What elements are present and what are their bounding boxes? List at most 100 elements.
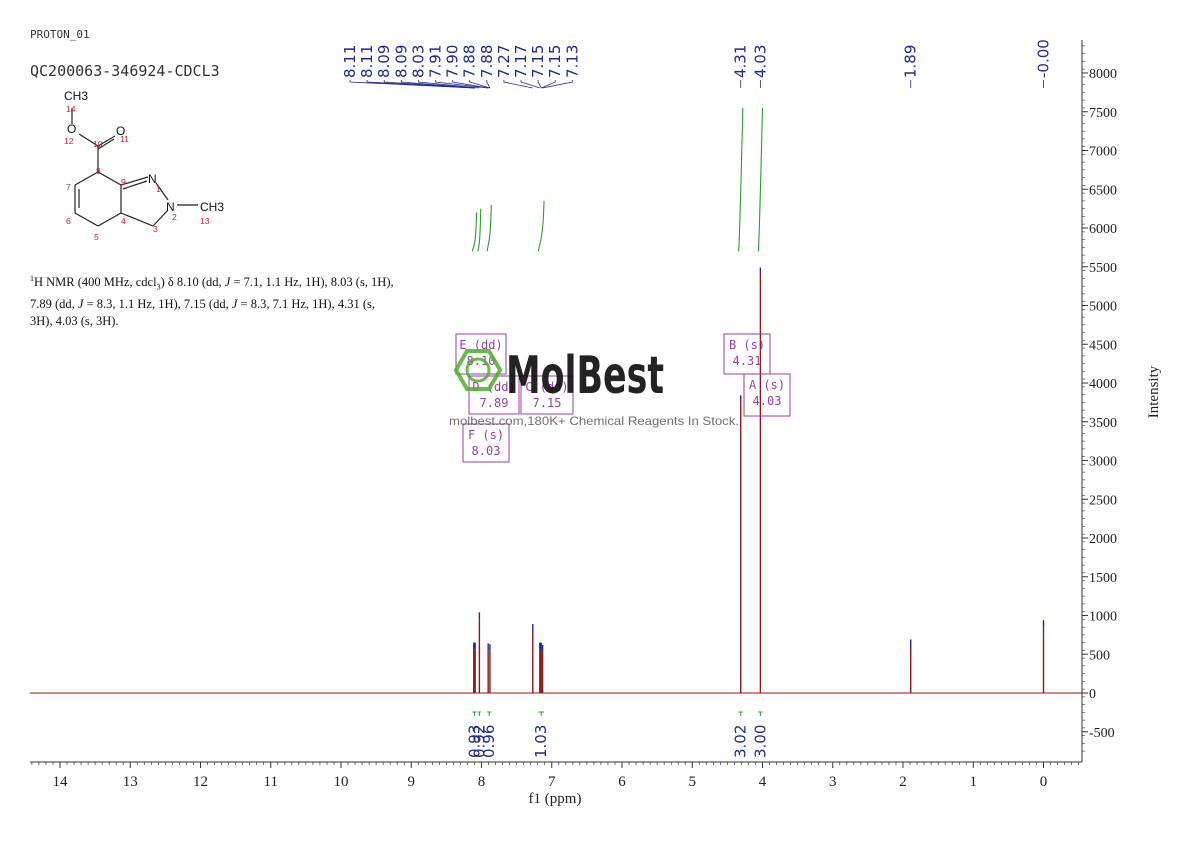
- peak-label-connector: [452, 80, 489, 89]
- multiplet-label: C (dd): [525, 380, 568, 394]
- peak-label-connector: [520, 80, 540, 89]
- peak-label: 8.11: [358, 45, 376, 78]
- peak-label: 7.15: [546, 45, 564, 78]
- integral-curve: [486, 204, 492, 252]
- x-tick-label: 9: [408, 774, 416, 790]
- peak-label: 7.13: [563, 45, 581, 78]
- y-tick-label: 6000: [1089, 222, 1117, 237]
- atom-number: 5: [94, 232, 99, 242]
- peak-label: 7.88: [461, 45, 479, 78]
- y-tick-label: 7000: [1089, 145, 1117, 160]
- x-tick-label: 4: [759, 774, 767, 790]
- x-tick-label: 8: [478, 774, 486, 790]
- multiplet-shift: 4.03: [753, 394, 782, 408]
- atom-number: 1: [156, 184, 161, 194]
- y-tick-label: 7500: [1089, 106, 1117, 121]
- atom-ch3-right: CH3: [200, 200, 224, 214]
- watermark-brand: MolBest: [506, 346, 664, 406]
- y-tick-label: -500: [1089, 726, 1115, 741]
- peak-label: 8.09: [375, 45, 393, 78]
- multiplet-box: [468, 375, 520, 415]
- peak-label-connector: [400, 80, 476, 89]
- atom-number: 2: [172, 212, 177, 222]
- peak-label-connector: [435, 80, 488, 89]
- y-tick-label: 4500: [1089, 338, 1117, 353]
- integral-value: 0.92: [470, 725, 488, 758]
- x-tick-label: 13: [123, 774, 138, 790]
- x-tick-label: 14: [53, 774, 69, 790]
- desc-part-c: = 7.1, 1.1 Hz, 1H), 8.03 (s, 1H), 7.89 (…: [30, 275, 394, 311]
- atom-number: 4: [121, 216, 126, 226]
- peak-label: 8.03: [409, 45, 427, 78]
- atom-number: 10: [93, 139, 103, 149]
- watermark-logo-icon: [453, 348, 503, 392]
- peak-label: 7.91: [427, 45, 445, 78]
- integral-curve: [738, 107, 744, 252]
- integral-value: 0.96: [480, 725, 498, 758]
- peak-label-connector: [542, 80, 573, 89]
- x-tick-label: 3: [829, 774, 837, 790]
- peak-label: 7.88: [478, 45, 496, 78]
- x-tick-label: 7: [548, 774, 556, 790]
- coupling-j3: J: [231, 296, 238, 311]
- sample-name: QC200063-346924-CDCL3: [30, 62, 220, 80]
- y-tick-label: 4000: [1089, 377, 1117, 392]
- integral-value: 0.93: [465, 725, 483, 758]
- multiplet-label: B (s): [729, 338, 765, 352]
- nucleus-superscript: 1: [30, 274, 34, 283]
- peak-label: 8.11: [341, 45, 359, 78]
- y-tick-label: 5000: [1089, 300, 1117, 315]
- multiplet-shift: 7.15: [533, 396, 562, 410]
- y-tick-label: 2000: [1089, 532, 1117, 547]
- peak-label-connector: [541, 80, 556, 89]
- peak-label: 8.09: [392, 45, 410, 78]
- y-tick-label: 6500: [1089, 183, 1117, 198]
- integral-curve: [477, 208, 482, 252]
- x-tick-label: 1: [970, 774, 978, 790]
- y-axis-label: Intensity: [1146, 365, 1162, 418]
- y-tick-label: 3000: [1089, 455, 1117, 470]
- peak-label: 7.27: [495, 45, 513, 78]
- atom-number: 12: [64, 136, 74, 146]
- peak-label: 7.15: [529, 45, 547, 78]
- coupling-j2: J: [77, 296, 84, 311]
- x-tick-label: 2: [899, 774, 907, 790]
- atom-number: 14: [66, 104, 76, 114]
- multiplet-box: [743, 373, 791, 417]
- integral-value: 1.03: [532, 725, 550, 758]
- integral-curve: [537, 200, 545, 252]
- atom-o-ester: O: [67, 122, 76, 136]
- peak-label: 7.90: [444, 45, 462, 78]
- peak-label: 1.89: [902, 45, 920, 78]
- x-tick-label: 0: [1040, 774, 1048, 790]
- peak-label-connector: [503, 80, 533, 89]
- desc-part-a: H NMR (400 MHz, cdcl: [34, 275, 157, 290]
- peak-label-connector: [469, 80, 491, 89]
- desc-part-b: ) δ 8.10 (dd,: [160, 275, 225, 290]
- x-axis-label: f1 (ppm): [529, 791, 582, 807]
- peak-label-connector: [383, 80, 476, 89]
- atom-number: 11: [120, 134, 129, 144]
- y-tick-label: 0: [1089, 687, 1096, 702]
- x-tick-label: 10: [334, 774, 349, 790]
- peak-label: -0.00: [1035, 39, 1053, 78]
- y-tick-label: 8000: [1089, 67, 1117, 82]
- multiplet-box: [462, 423, 510, 463]
- peak-label: 7.17: [512, 45, 530, 78]
- multiplet-box: [520, 375, 574, 415]
- desc-part-d: = 8.3, 1.1 Hz, 1H), 7.15 (dd,: [83, 296, 232, 311]
- multiplet-label: F (s): [468, 428, 504, 442]
- multiplet-shift: 4.31: [733, 354, 762, 368]
- peak-label-connector: [537, 80, 542, 89]
- atom-number: 3: [153, 224, 158, 234]
- atom-number: 9: [121, 177, 126, 187]
- atom-number: 7: [66, 182, 71, 192]
- integral-value: 3.02: [732, 725, 750, 758]
- y-tick-label: 1000: [1089, 610, 1117, 625]
- watermark-tagline: molbest.com,180K+ Chemical Reagents In S…: [449, 414, 739, 428]
- experiment-name: PROTON_01: [30, 28, 90, 41]
- x-tick-label: 5: [689, 774, 697, 790]
- multiplet-label: E (dd): [459, 338, 502, 352]
- y-tick-label: 1500: [1089, 571, 1117, 586]
